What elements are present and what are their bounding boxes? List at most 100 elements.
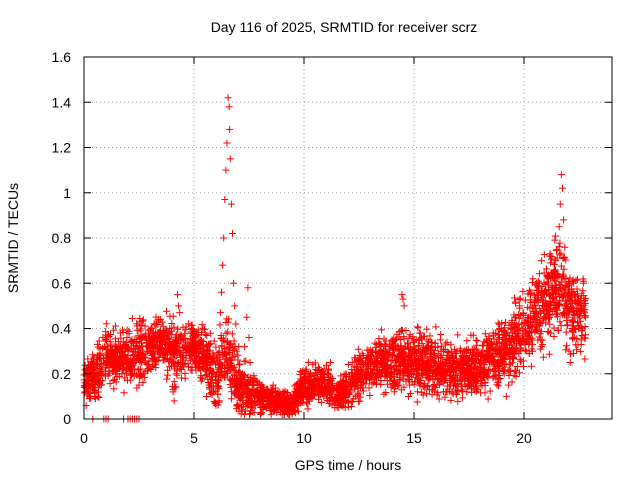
data-point [123, 376, 131, 384]
data-point [109, 326, 117, 334]
data-point [501, 318, 509, 326]
data-point [351, 354, 359, 362]
data-point [176, 309, 184, 317]
data-point [296, 392, 304, 400]
data-point [463, 388, 471, 396]
data-point [125, 330, 133, 338]
data-point [414, 324, 422, 332]
data-point [457, 357, 465, 365]
data-point [141, 322, 149, 330]
data-point [474, 386, 482, 394]
data-point [550, 288, 558, 296]
data-point [405, 334, 413, 342]
data-point [188, 348, 196, 356]
y-tick-label: 1.4 [52, 94, 72, 110]
data-point [151, 361, 159, 369]
data-point [557, 262, 565, 270]
data-point [534, 336, 542, 344]
data-point [316, 371, 324, 379]
data-point [291, 397, 299, 405]
y-tick-label: 0.4 [52, 321, 72, 337]
data-point [168, 354, 176, 362]
data-point [155, 344, 163, 352]
data-point [564, 313, 572, 321]
data-point [485, 332, 493, 340]
data-point [246, 409, 254, 417]
data-point [219, 261, 227, 269]
data-point [535, 279, 543, 287]
data-point [551, 236, 559, 244]
data-point [356, 355, 364, 363]
data-point [379, 356, 387, 364]
data-point [519, 363, 527, 371]
data-point [388, 377, 396, 385]
data-point [498, 338, 506, 346]
data-point [177, 336, 185, 344]
data-point [324, 370, 332, 378]
data-point [373, 359, 381, 367]
data-point [304, 358, 312, 366]
data-point [132, 335, 140, 343]
data-point [458, 394, 466, 402]
data-point [136, 325, 144, 333]
data-point [555, 280, 563, 288]
data-point [398, 326, 406, 334]
data-point [228, 388, 236, 396]
data-point [511, 366, 519, 374]
data-point [210, 357, 218, 365]
data-point [117, 347, 125, 355]
data-point [486, 365, 494, 373]
data-point [501, 351, 509, 359]
data-point [227, 200, 235, 208]
data-point [373, 354, 381, 362]
data-point [109, 376, 117, 384]
data-point [490, 356, 498, 364]
data-point [215, 377, 223, 385]
data-point [228, 330, 236, 338]
data-point [515, 324, 523, 332]
data-point [174, 291, 181, 299]
data-point [425, 386, 433, 394]
data-point [489, 329, 497, 337]
data-point [541, 287, 549, 295]
data-point [406, 381, 414, 389]
data-point [558, 311, 566, 319]
data-point [237, 376, 245, 384]
data-point [471, 352, 479, 360]
data-point [201, 354, 209, 362]
data-point [283, 388, 291, 396]
data-point [186, 348, 194, 356]
data-point [437, 377, 445, 385]
data-point [184, 360, 192, 368]
data-point [549, 299, 557, 307]
data-point [529, 315, 537, 323]
data-point [122, 369, 130, 377]
data-point [175, 302, 183, 310]
data-point [410, 380, 418, 388]
data-point [195, 354, 203, 362]
data-point [337, 378, 345, 386]
data-point [397, 358, 405, 366]
data-point [395, 347, 403, 355]
data-point [483, 346, 491, 354]
data-point [340, 392, 348, 400]
data-point [88, 369, 96, 377]
data-point [443, 388, 451, 396]
data-point [510, 346, 518, 354]
data-point [502, 392, 510, 400]
data-point [155, 315, 163, 323]
data-point [234, 402, 242, 410]
data-point [372, 380, 380, 388]
data-point [141, 373, 149, 381]
data-point [111, 322, 119, 330]
data-point [243, 381, 251, 389]
data-point [201, 325, 209, 333]
data-point [135, 344, 143, 352]
data-point [364, 352, 372, 360]
data-point [446, 360, 454, 368]
data-point [546, 252, 554, 260]
y-tick-label: 1.6 [52, 49, 72, 65]
data-point [280, 389, 288, 397]
data-point [125, 359, 133, 367]
data-point [410, 346, 418, 354]
